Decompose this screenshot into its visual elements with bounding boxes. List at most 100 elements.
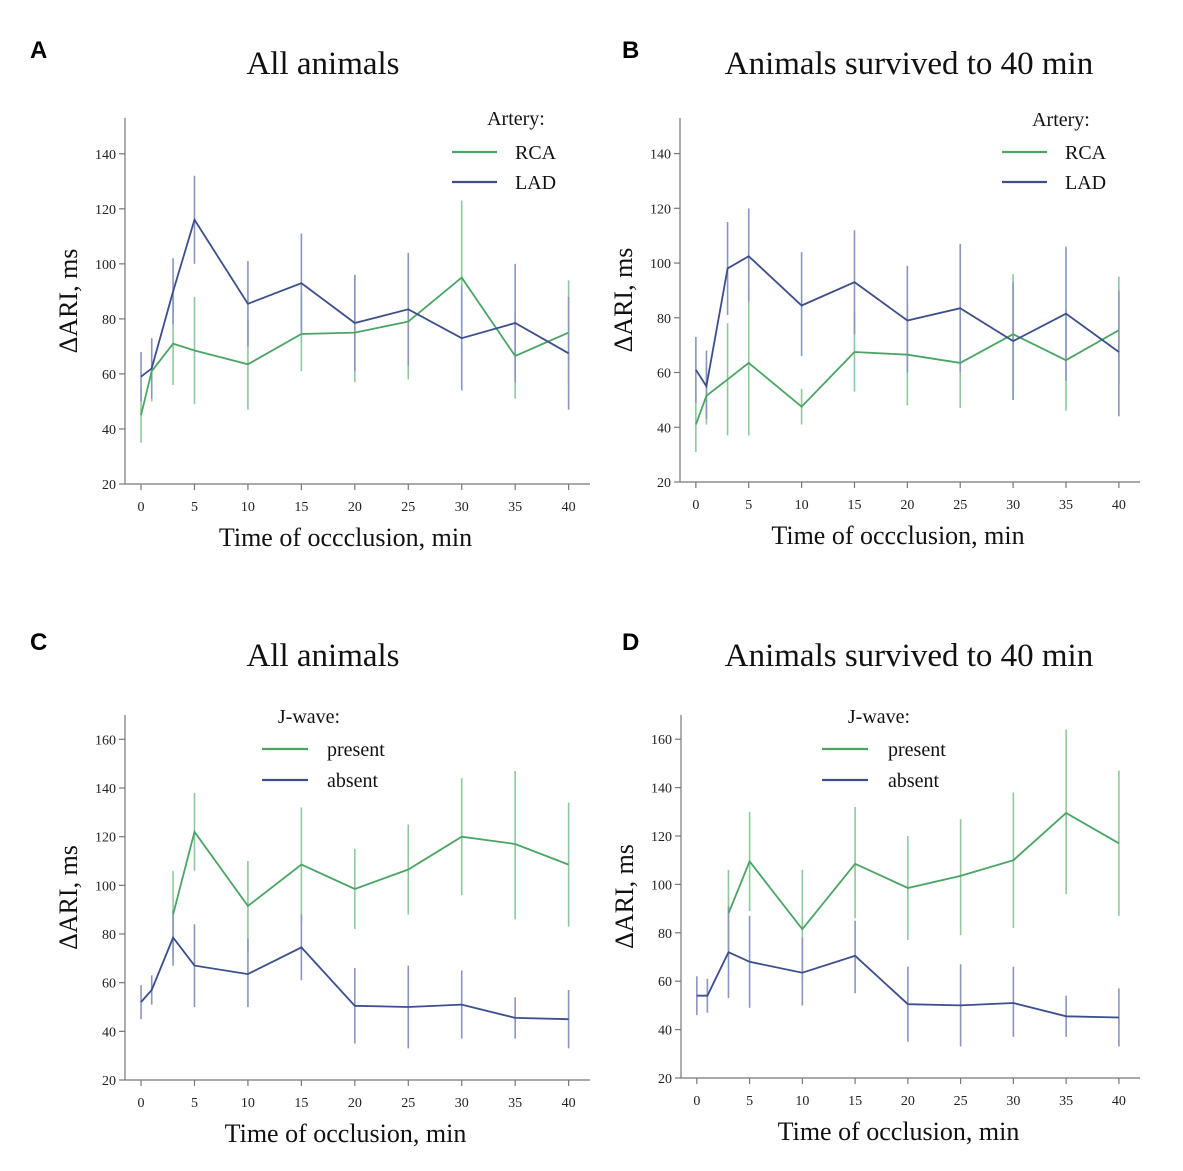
y-tick-label: 120 (650, 202, 671, 217)
legend-title: Artery: (1032, 109, 1090, 131)
x-tick-label: 5 (191, 1096, 198, 1111)
x-tick-label: 20 (900, 498, 914, 513)
y-tick-label: 60 (102, 977, 116, 992)
y-tick-label: 160 (651, 733, 672, 748)
series-line-present (172, 829, 569, 915)
x-tick-label: 25 (401, 500, 415, 515)
y-tick-label: 60 (658, 975, 672, 990)
y-tick-label: 140 (651, 782, 672, 797)
y-tick-label: 140 (95, 782, 116, 797)
y-tick-label: 40 (657, 421, 671, 436)
chart-panel-d: D Animals survived to 40 min 20 40 60 80 100 12… (592, 592, 1182, 1170)
x-tick-label: 40 (562, 1096, 576, 1111)
panel-letter: C (30, 629, 47, 656)
y-tick-label: 80 (657, 312, 671, 327)
y-tick-label: 120 (95, 203, 116, 218)
x-tick-label: 30 (1006, 1094, 1020, 1109)
chart-svg-a: A All animals 20 40 60 80 100 120 140 0 5 10 15 20 25 3… (30, 37, 590, 552)
y-tick-label: 20 (102, 1074, 116, 1089)
y-tick-label: 80 (102, 313, 116, 328)
chart-panel-c: C All animals 20 40 60 80 100 120 140 160 0 5 10 15 20… (0, 592, 590, 1170)
x-tick-label: 35 (508, 500, 522, 515)
x-tick-label: 5 (746, 1094, 753, 1109)
x-tick-label: 30 (1006, 498, 1020, 513)
y-tick-label: 100 (95, 258, 116, 273)
chart-title: All animals (246, 638, 399, 674)
series-present (172, 770, 570, 959)
legend: Artery: RCA LAD (452, 108, 557, 194)
legend-label-lad: LAD (1065, 172, 1106, 194)
series-present (727, 729, 1120, 982)
series-line-absent (140, 935, 569, 1021)
x-tick-label: 35 (1059, 1094, 1073, 1109)
x-tick-label: 0 (692, 498, 699, 513)
x-tick-label: 15 (294, 1096, 308, 1111)
x-tick-label: 40 (1112, 1094, 1126, 1109)
legend-label-absent: absent (327, 770, 379, 792)
y-tick-label: 140 (95, 148, 116, 163)
chart-title: All animals (246, 46, 399, 82)
legend: J-wave: present absent (822, 706, 946, 792)
x-tick-label: 25 (953, 498, 967, 513)
legend-title: J-wave: (848, 706, 910, 728)
x-tick-label: 25 (401, 1096, 415, 1111)
chart-title: Animals survived to 40 min (725, 46, 1093, 82)
y-axis-title: ΔARI, ms (610, 844, 639, 949)
x-tick-label: 10 (241, 500, 255, 515)
x-tick-label: 5 (191, 500, 198, 515)
x-tick-label: 10 (241, 1096, 255, 1111)
x-tick-label: 20 (348, 1096, 362, 1111)
series-line-rca (140, 276, 569, 416)
chart-svg-d: D Animals survived to 40 min2040608010012… (610, 629, 1140, 1146)
legend-label-present: present (888, 739, 946, 761)
series-line-rca (695, 329, 1120, 425)
chart-title: Animals survived to 40 min (725, 638, 1093, 674)
legend-label-absent: absent (888, 770, 940, 792)
y-tick-label: 80 (102, 928, 116, 943)
y-tick-label: 20 (658, 1072, 672, 1087)
y-tick-label: 100 (651, 878, 672, 893)
y-tick-label: 160 (95, 733, 116, 748)
y-axis-title: ΔARI, ms (54, 249, 83, 354)
series-line-present (727, 811, 1120, 931)
x-tick-label: 20 (348, 500, 362, 515)
x-tick-label: 40 (1112, 498, 1126, 513)
x-tick-label: 0 (693, 1094, 700, 1109)
y-tick-label: 140 (650, 148, 671, 163)
x-axis-title: Time of occlusion, min (778, 1117, 1020, 1146)
panel-letter: A (30, 37, 47, 64)
y-tick-label: 120 (95, 831, 116, 846)
y-tick-label: 100 (650, 257, 671, 272)
series-line-lad (140, 217, 570, 378)
x-tick-label: 0 (138, 500, 145, 515)
legend: J-wave: present absent (262, 706, 385, 792)
x-axis-title: Time of occlusion, min (225, 1119, 467, 1148)
y-tick-label: 80 (658, 927, 672, 942)
y-tick-label: 40 (658, 1024, 672, 1039)
chart-svg-b: B Animals survived to 40 min2040608010012… (609, 37, 1140, 550)
legend-title: Artery: (487, 108, 545, 130)
x-tick-label: 15 (847, 498, 861, 513)
x-tick-label: 10 (795, 1094, 809, 1109)
legend-label-rca: RCA (515, 142, 557, 164)
y-tick-label: 20 (657, 476, 671, 491)
chart-panel-b: B Animals survived to 40 min 20 40 60 80 100 12… (592, 0, 1182, 590)
chart-svg-c: C All animals 20 40 60 80 100 120 140 160 0 5 10 15 20… (30, 629, 590, 1148)
y-tick-label: 100 (95, 879, 116, 894)
legend-title: J-wave: (278, 706, 340, 728)
legend-label-lad: LAD (515, 172, 556, 194)
legend-label-present: present (327, 739, 385, 761)
legend: Artery: RCA LAD (1002, 109, 1107, 194)
y-tick-label: 40 (102, 1025, 116, 1040)
x-axis-title: Time of occclusion, min (771, 521, 1024, 550)
chart-panel-a: A All animals 20 40 60 80 100 120 140 0 5 10 15 20 25 3… (0, 0, 590, 590)
y-axis-title: ΔARI, ms (54, 845, 83, 950)
series-line-lad (695, 255, 1120, 389)
x-tick-label: 25 (954, 1094, 968, 1109)
x-tick-label: 10 (795, 498, 809, 513)
x-tick-label: 35 (1059, 498, 1073, 513)
panel-letter: B (622, 37, 639, 64)
x-tick-label: 15 (294, 500, 308, 515)
x-tick-label: 5 (745, 498, 752, 513)
x-tick-label: 40 (562, 500, 576, 515)
